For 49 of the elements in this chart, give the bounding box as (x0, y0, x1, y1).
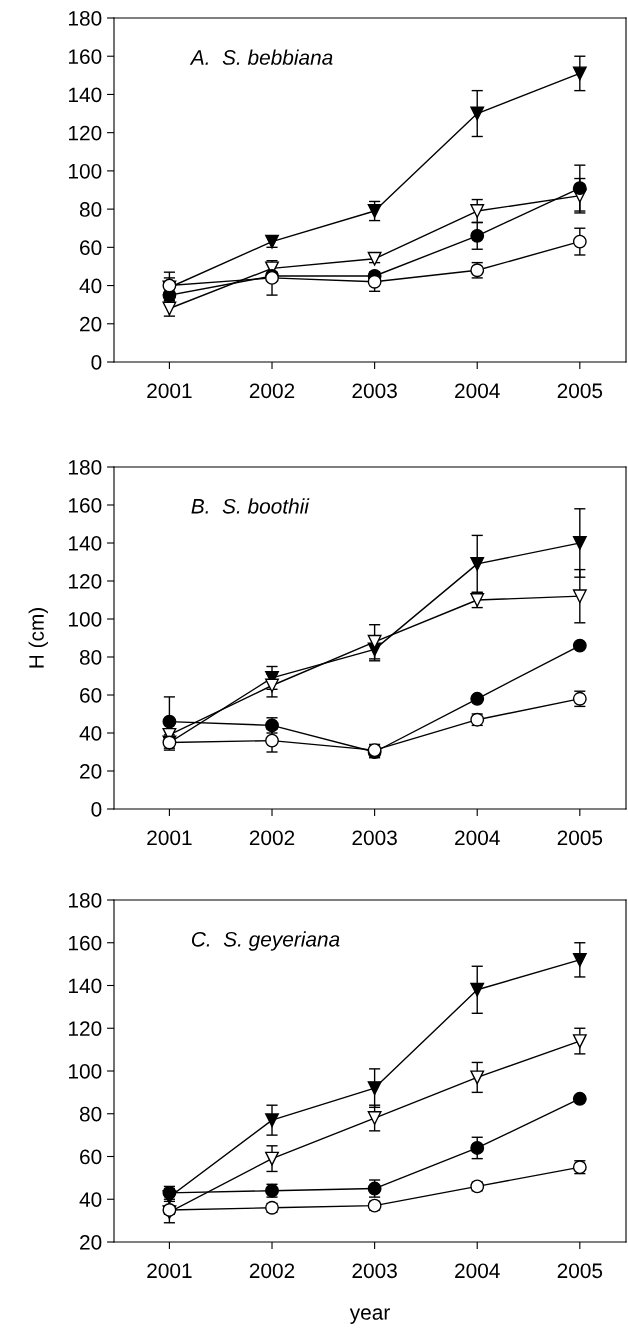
y-tick-label: 80 (79, 1106, 102, 1122)
text: A. S. bebbiana (189, 49, 333, 65)
y-tick-label: 160 (69, 49, 102, 64)
x-tick-label: 2001 (147, 1263, 192, 1279)
y-tick-label: 60 (80, 1149, 102, 1165)
y-tick-label: 180 (69, 460, 102, 475)
x-tick-label: 2001 (147, 830, 192, 846)
y-tick-label: 140 (69, 978, 102, 994)
y-tick-label: 160 (69, 498, 102, 513)
y-tick-label: 40 (79, 1192, 102, 1207)
x-tick-label: 2004 (455, 1263, 500, 1279)
y-tick-label: 80 (79, 202, 102, 217)
y-tick-label: 60 (80, 240, 102, 256)
y-tick-label: 120 (69, 574, 102, 589)
x-tick-label: 2005 (557, 830, 603, 846)
y-tick-label: 40 (79, 726, 102, 741)
y-axis-title: H (cm) (28, 608, 48, 668)
y-tick-label: 100 (69, 612, 102, 627)
x-tick-label: 2002 (249, 830, 295, 846)
text: C. S. geyeriana (191, 931, 340, 951)
y-tick-label: 0 (91, 802, 102, 817)
y-tick-label: 100 (69, 1064, 102, 1079)
y-tick-label: 180 (69, 11, 102, 26)
x-tick-label: 2002 (249, 1263, 295, 1279)
x-axis-title: year (349, 1308, 390, 1324)
x-tick-label: 2004 (455, 383, 500, 399)
y-tick-label: 20 (80, 1235, 102, 1250)
y-tick-label: 120 (69, 125, 102, 141)
y-tick-label: 20 (80, 764, 102, 779)
x-tick-label: 2003 (352, 830, 397, 846)
y-tick-label: 180 (69, 893, 102, 908)
y-tick-label: 100 (69, 163, 102, 179)
y-tick-label: 160 (69, 935, 102, 951)
y-tick-label: 140 (69, 536, 102, 551)
text: B. S. boothii (191, 498, 310, 514)
y-tick-label: 40 (79, 278, 102, 294)
y-tick-label: 60 (80, 688, 102, 703)
x-tick-label: 2005 (557, 1263, 603, 1279)
x-tick-label: 2002 (249, 383, 295, 399)
x-tick-label: 2003 (352, 383, 397, 399)
x-tick-label: 2001 (147, 383, 192, 399)
x-tick-label: 2005 (557, 383, 603, 399)
y-tick-label: 80 (79, 650, 102, 665)
y-tick-label: 140 (69, 87, 102, 103)
y-tick-label: 0 (91, 355, 102, 370)
x-tick-label: 2003 (352, 1263, 397, 1279)
x-tick-label: 2004 (455, 830, 500, 846)
y-tick-label: 20 (80, 316, 102, 332)
y-tick-label: 120 (69, 1021, 102, 1036)
